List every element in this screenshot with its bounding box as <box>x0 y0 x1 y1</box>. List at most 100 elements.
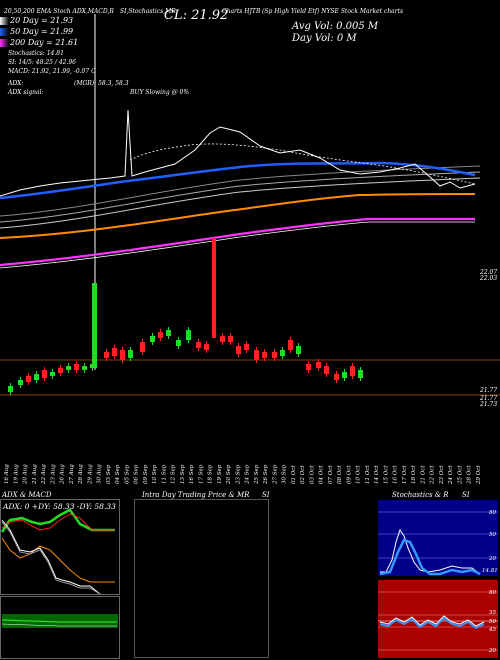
adx-signal-label: ADX signal: <box>8 89 44 96</box>
date-label: 17 Oct <box>402 465 408 484</box>
adx-label: ADX: <box>8 80 24 87</box>
ema-band-1 <box>0 177 481 229</box>
date-label: 09 Sep <box>143 464 149 484</box>
date-label: 15 Oct <box>384 465 390 484</box>
date-label: 02 Oct <box>300 465 306 484</box>
adx-red-line <box>1 513 115 531</box>
date-label: 01 Oct <box>291 465 297 484</box>
ema50-swatch <box>0 28 9 36</box>
date-label: 23 Aug <box>50 464 56 485</box>
buy-signal: BUY Slowing @ 0% <box>130 89 190 96</box>
macd-hist-line <box>1 619 117 623</box>
right-axis-label-b: 22.03 <box>479 275 497 282</box>
adx-green-line <box>0 508 115 533</box>
stoch-tick-20: 20 <box>488 556 496 562</box>
right-axis-label-a: 22.07 <box>479 269 497 276</box>
date-label: 24 Sep <box>245 464 251 485</box>
si-tick-55: 55 <box>489 610 496 616</box>
stoch-value: 14.81 <box>482 568 498 574</box>
date-label: 10 Oct <box>356 465 362 484</box>
date-label: 25 Sep <box>254 464 260 485</box>
ema200-label: 200 Day = 21.61 <box>10 38 79 47</box>
date-label: 05 Sep <box>124 464 130 484</box>
right-axis-label-c: 21.77 <box>479 387 497 394</box>
macd-label: MACD: 21.92, 21.99, -0.07 C <box>8 68 96 75</box>
ema20-dotted <box>129 143 476 185</box>
date-label: 27 Sep <box>272 464 278 485</box>
macd-white-line <box>1 519 101 595</box>
ema200-swatch <box>0 39 9 47</box>
date-label: 16 Oct <box>393 465 399 484</box>
date-label: 16 Sep <box>189 464 195 484</box>
ema20-line <box>0 109 476 197</box>
si-white-line <box>379 615 485 627</box>
date-label: 30 Sep <box>282 464 288 484</box>
si-blue-line <box>379 616 485 630</box>
macd-gray-line <box>1 521 101 595</box>
close-price: CL: 21.92 <box>164 8 229 23</box>
stochastics-label: Stochastics: 14.81 <box>8 50 64 57</box>
date-label: 20 Aug <box>23 464 29 485</box>
date-label: 22 Oct <box>430 465 436 485</box>
adx-values: (MGR): 58.3, 58.3 <box>74 80 129 87</box>
date-axis: 16 Aug 19 Aug 20 Aug 21 Aug 22 Aug 23 Aug 26 A… <box>4 464 482 485</box>
date-label: 13 Sep <box>180 464 186 484</box>
ema200-line <box>0 217 475 267</box>
bottom-panels: ADX: 0 +DY: 58.33 -DY: 58.33 80 50 20 14… <box>0 499 498 659</box>
date-label: 29 Aug <box>87 464 93 485</box>
main-chart: 22.07 22.03 21.77 21.77 21.73 16 Aug 19 A… <box>0 14 500 485</box>
date-label: 11 Sep <box>161 464 167 484</box>
date-label: 12 Sep <box>171 464 177 484</box>
date-label: 10 Sep <box>152 464 158 484</box>
right-axis-label-d: 21.77 <box>479 395 497 402</box>
ema50-line <box>0 161 476 200</box>
header-indicators: ADX,MACD,R <box>72 8 114 15</box>
adx-readout: ADX: 0 +DY: 58.33 -DY: 58.33 <box>2 502 116 511</box>
date-label: 27 Aug <box>69 464 75 485</box>
stoch-si-label: SI <box>462 491 470 499</box>
si-tick-80: 80 <box>489 590 496 596</box>
si-tick-50: 50 <box>489 619 496 625</box>
date-label: 03 Oct <box>309 465 315 484</box>
date-label: 06 Sep <box>134 464 140 484</box>
header-line-1: 20,50,200 EMA Stoch ADX,MACD,R <box>4 8 114 15</box>
right-axis-label-e: 21.73 <box>479 401 497 408</box>
si-tick-20: 20 <box>488 648 496 654</box>
date-label: 04 Oct <box>319 465 325 484</box>
stoch-tick-50: 50 <box>489 532 496 538</box>
date-label: 23 Sep <box>235 464 241 485</box>
date-label: 03 Sep <box>106 464 112 484</box>
date-label: 04 Sep <box>115 464 121 484</box>
ema-orange-line <box>0 193 476 239</box>
stoch-white-line <box>380 528 481 575</box>
date-label: 21 Aug <box>32 464 38 485</box>
date-label: 09 Oct <box>346 465 352 484</box>
date-label: 23 Oct <box>439 465 445 485</box>
ema-band-2 <box>0 171 481 223</box>
avg-volume: Avg Vol: 0.005 M <box>292 21 379 32</box>
stoch-panel-title: Stochastics & R <box>392 491 449 499</box>
date-label: 18 Oct <box>411 465 417 484</box>
date-label: 30 Aug <box>97 464 103 484</box>
date-label: 17 Sep <box>198 464 204 484</box>
macd-orange-line <box>1 537 115 583</box>
intraday-panel-title: Intra Day Trading Price & MR <box>142 491 250 499</box>
intraday-si-label: SI <box>262 491 270 499</box>
date-label: 08 Oct <box>337 465 343 484</box>
ema50-label: 50 Day = 21.99 <box>10 27 74 36</box>
date-label: 29 Oct <box>476 465 482 485</box>
candles-group <box>8 327 363 395</box>
red-spike-bar <box>212 238 216 338</box>
ema200-shadow <box>0 221 475 269</box>
adx-panel-title: ADX & MACD <box>2 491 52 499</box>
date-label: 11 Oct <box>365 465 371 484</box>
header-si: SI,Stochastics,MR <box>120 8 176 15</box>
date-label: 21 Oct <box>421 465 427 485</box>
date-label: 07 Oct <box>328 465 334 484</box>
date-label: 19 Sep <box>217 464 223 484</box>
date-label: 19 Aug <box>13 464 19 484</box>
macd-hist-line-2 <box>1 623 117 627</box>
si-tick-45: 45 <box>488 627 496 633</box>
date-label: 14 Oct <box>374 465 380 484</box>
intraday-panel-frame <box>134 499 269 658</box>
